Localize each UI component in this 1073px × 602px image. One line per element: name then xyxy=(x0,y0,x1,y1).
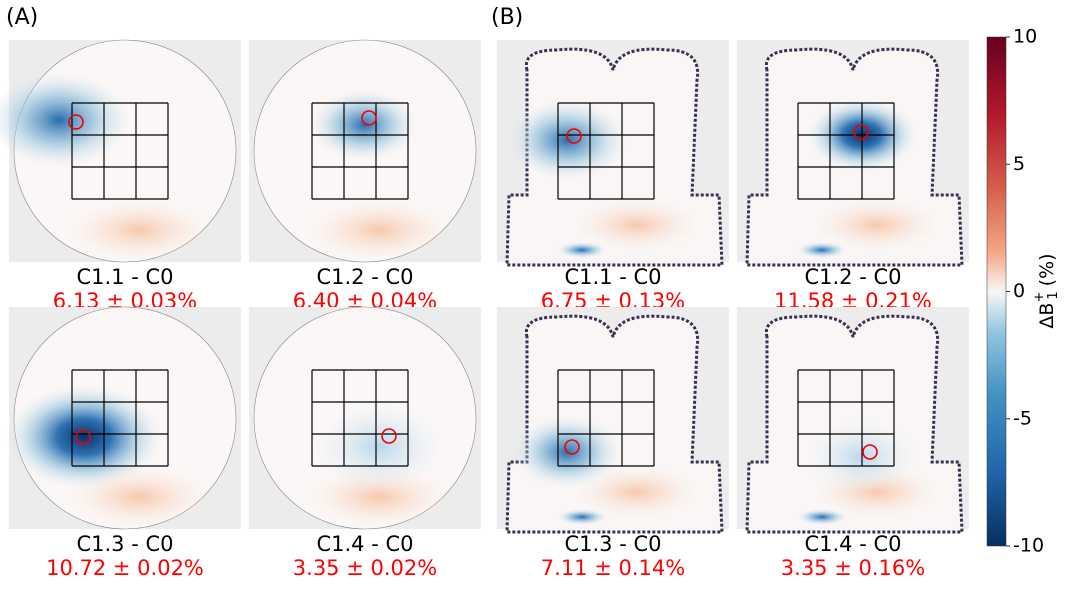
map-image xyxy=(6,307,241,529)
cool-region xyxy=(797,242,847,258)
label-main: ΔB xyxy=(1036,303,1058,329)
cool-region xyxy=(557,509,607,525)
caption: C1.4 - C0 xyxy=(804,532,901,556)
label-sup: + xyxy=(1032,292,1047,303)
caption: C1.1 - C0 xyxy=(564,265,661,289)
warm-region xyxy=(577,200,697,250)
panel-label: (B) xyxy=(491,5,523,30)
field-blob xyxy=(6,385,162,489)
map-image xyxy=(497,307,729,532)
value-label: 10.72 ± 0.02% xyxy=(46,556,204,580)
map-image xyxy=(249,307,481,529)
field-blob xyxy=(310,89,418,161)
map-image xyxy=(0,40,241,262)
caption: C1.3 - C0 xyxy=(564,532,661,556)
colorbar-tick-label: -5 xyxy=(1013,407,1032,429)
colorbar-label: ΔB+1 (%) xyxy=(1032,253,1061,328)
colorbar-tick-label: 5 xyxy=(1013,153,1025,175)
field-blob xyxy=(507,100,627,180)
caption: C1.1 - C0 xyxy=(76,265,173,289)
caption: C1.4 - C0 xyxy=(316,532,413,556)
caption: C1.3 - C0 xyxy=(76,532,173,556)
colorbar-tick-label: 10 xyxy=(1013,26,1037,48)
colorbar xyxy=(987,37,1006,546)
warm-region xyxy=(69,200,209,260)
figure: (A) (B) ΔB+1(%) C1.1 - C06.13 ± 0.03%C1.… xyxy=(0,0,1073,602)
value-label: 3.35 ± 0.02% xyxy=(293,556,437,580)
map-image xyxy=(737,307,969,532)
warm-region xyxy=(309,200,449,260)
map-image xyxy=(497,40,729,265)
field-blob xyxy=(313,403,445,491)
panel-label: (A) xyxy=(6,5,38,30)
label-sub: 1 xyxy=(1046,291,1061,299)
cool-region xyxy=(797,509,847,525)
warm-region xyxy=(817,200,937,250)
label-unit: (%) xyxy=(1036,253,1058,286)
value-label: 7.11 ± 0.14% xyxy=(541,556,685,580)
colorbar-tick-label: 0 xyxy=(1013,280,1025,302)
map-image xyxy=(249,40,481,262)
map-image xyxy=(737,40,969,265)
cool-region xyxy=(557,242,607,258)
colorbar-tick-label: -10 xyxy=(1013,535,1044,557)
caption: C1.2 - C0 xyxy=(316,265,413,289)
caption: C1.2 - C0 xyxy=(804,265,901,289)
value-label: 3.35 ± 0.16% xyxy=(781,556,925,580)
